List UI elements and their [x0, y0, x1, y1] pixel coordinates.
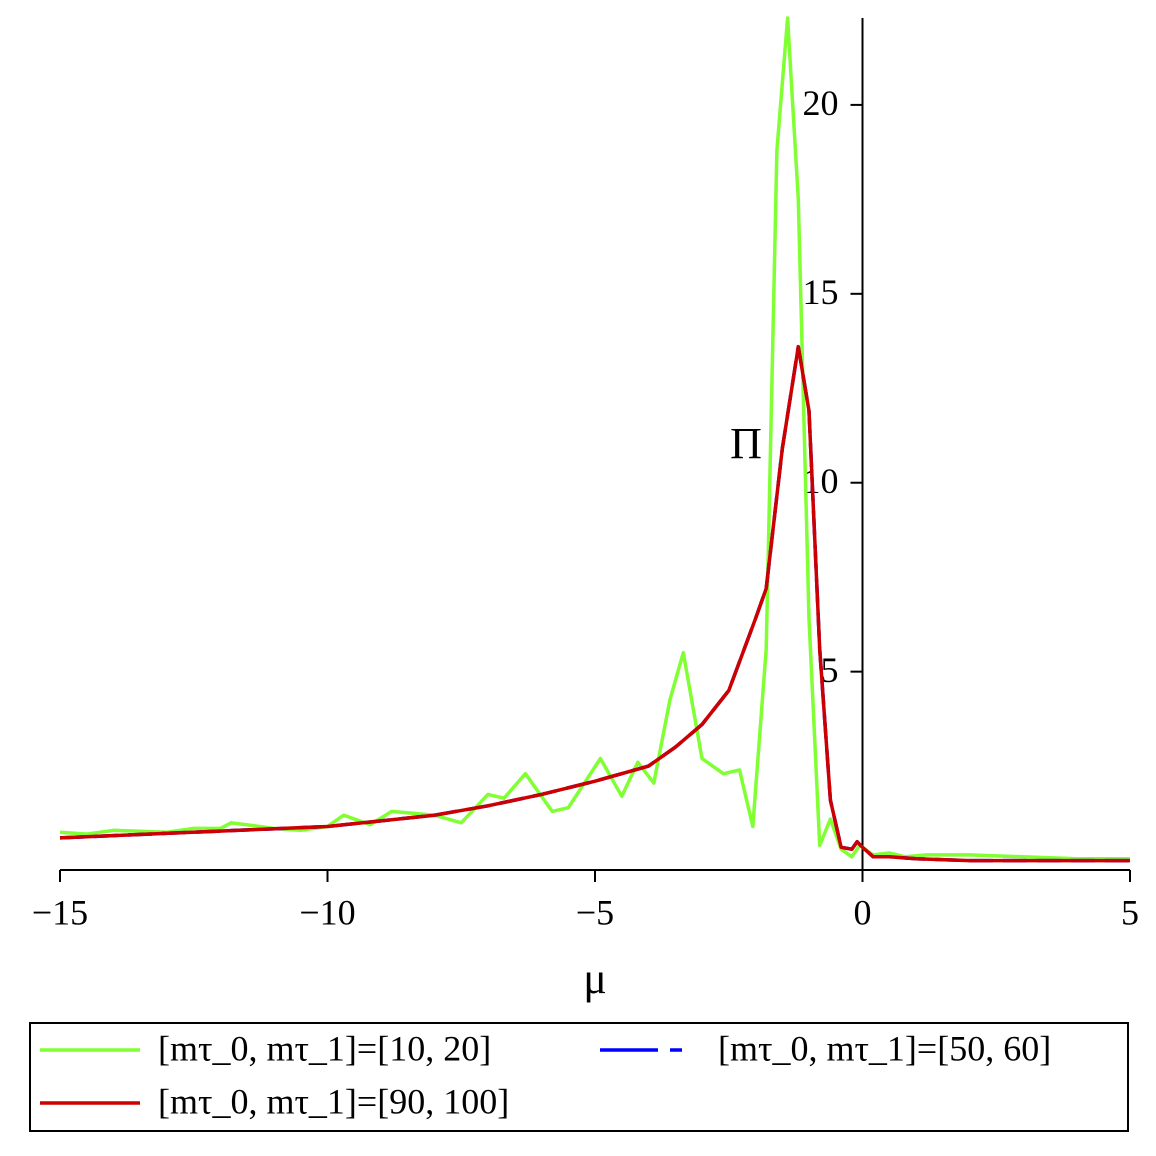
- x-tick-label: −5: [576, 892, 614, 932]
- legend-label: [mτ_0, mτ_1]=[90, 100]: [158, 1081, 509, 1121]
- x-tick-label: 5: [1121, 892, 1139, 932]
- y-tick-label: 20: [803, 83, 839, 123]
- line-series: [59, 344, 1130, 863]
- y-axis-label: Π: [730, 419, 762, 468]
- line-series: [59, 344, 1130, 863]
- legend-label: [mτ_0, mτ_1]=[50, 60]: [718, 1028, 1051, 1068]
- x-tick-label: −10: [299, 892, 355, 932]
- y-tick-label: 15: [803, 272, 839, 312]
- y-tick-label: 5: [821, 650, 839, 690]
- y-tick-label: 10: [803, 461, 839, 501]
- legend-box: [29, 1022, 1129, 1132]
- x-tick-label: 0: [854, 892, 872, 932]
- line-series: [59, 16, 1130, 861]
- x-axis-label: μ: [583, 954, 607, 1003]
- legend-label: [mτ_0, mτ_1]=[10, 20]: [158, 1028, 491, 1068]
- x-tick-label: −15: [32, 892, 88, 932]
